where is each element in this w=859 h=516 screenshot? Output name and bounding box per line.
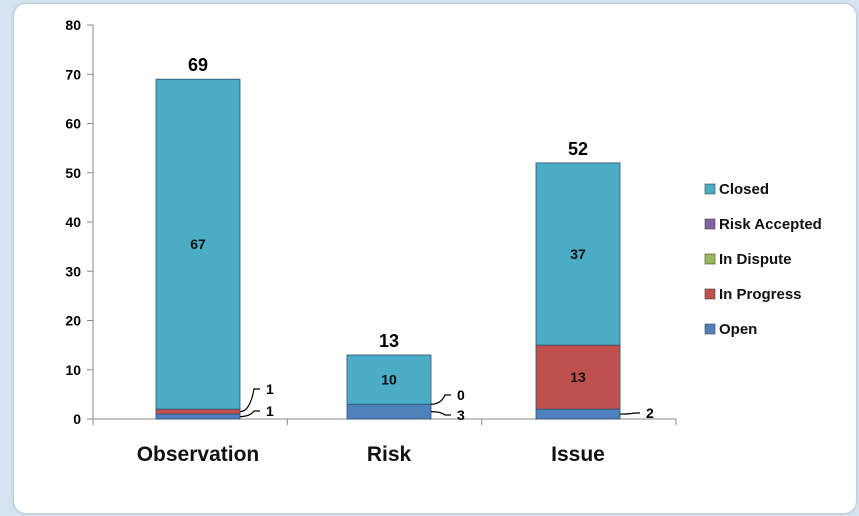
total-label-risk: 13 <box>379 331 399 351</box>
callout-label-issue-open: 2 <box>646 405 654 421</box>
bar-observation-open <box>155 413 241 420</box>
y-tick-label: 40 <box>65 214 81 230</box>
callout-leader-issue-open <box>619 412 640 415</box>
callout-leader-observation-open <box>239 410 260 418</box>
legend-label-closed: Closed <box>719 181 769 198</box>
callout-leader-risk-open <box>430 411 451 416</box>
data-label-observation-closed: 67 <box>190 236 206 252</box>
bar-issue-open <box>535 408 621 420</box>
data-label-issue-in-progress: 13 <box>570 369 586 385</box>
x-tick-label-risk: Risk <box>367 443 412 466</box>
data-label-risk-closed: 10 <box>381 372 397 388</box>
bar-issue-closed <box>535 162 621 346</box>
total-label-issue: 52 <box>568 139 588 159</box>
legend-label-in-progress: In Progress <box>719 286 802 303</box>
callout-label-observation-in-progress: 1 <box>266 381 274 397</box>
legend-label-open: Open <box>719 321 757 338</box>
legend-swatch-risk-accepted <box>704 218 716 230</box>
bar-risk-closed <box>346 354 432 405</box>
x-tick-label-observation: Observation <box>137 443 260 466</box>
legend-swatch-closed <box>704 183 716 195</box>
y-tick-label: 80 <box>65 17 81 33</box>
bar-risk-open <box>346 403 432 420</box>
callout-label-observation-open: 1 <box>266 403 274 419</box>
y-tick-label: 10 <box>65 362 81 378</box>
bars <box>155 78 621 420</box>
x-tick-label-issue: Issue <box>551 443 605 466</box>
bar-observation-closed <box>155 78 241 410</box>
bar-observation-in-progress <box>155 408 241 415</box>
y-tick-label: 70 <box>65 66 81 82</box>
data-label-issue-closed: 37 <box>570 246 586 262</box>
callout-label-risk-open: 3 <box>457 407 465 423</box>
chart-frame: 0 10 20 30 40 50 60 70 80 Observation Risk Issue 69… <box>14 4 856 513</box>
legend: Closed Risk Accepted In Dispute In Progress… <box>704 181 822 338</box>
legend-swatch-open <box>704 323 716 335</box>
legend-swatch-in-dispute <box>704 253 716 265</box>
total-label-observation: 69 <box>188 55 208 75</box>
callout-leader-risk-in-progress <box>430 394 451 405</box>
legend-label-risk-accepted: Risk Accepted <box>719 216 822 233</box>
y-tick-label: 0 <box>73 411 81 427</box>
y-tick-label: 60 <box>65 116 81 132</box>
y-tick-label: 30 <box>65 263 81 279</box>
y-tick-label: 50 <box>65 165 81 181</box>
y-tick-label: 20 <box>65 313 81 329</box>
legend-swatch-in-progress <box>704 288 716 300</box>
callout-leader-observation-in-progress <box>239 388 260 413</box>
legend-label-in-dispute: In Dispute <box>719 251 792 268</box>
bar-issue-in-progress <box>535 344 621 410</box>
callout-label-risk-in-progress: 0 <box>457 387 465 403</box>
